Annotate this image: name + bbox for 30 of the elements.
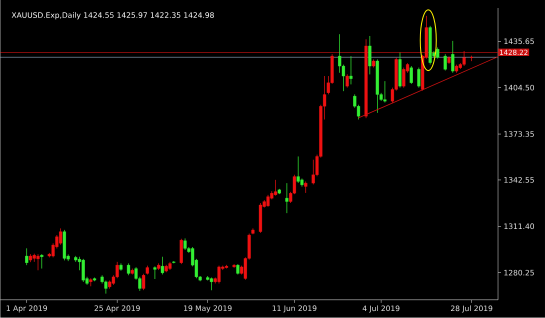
candlestick (126, 263, 130, 276)
candlestick (142, 274, 146, 291)
candlestick (417, 67, 420, 88)
candlestick (451, 40, 454, 74)
candlestick (349, 56, 353, 85)
candlestick (444, 54, 447, 71)
candlestick (59, 228, 62, 246)
candlestick (410, 66, 413, 84)
candlestick (183, 238, 187, 250)
candlestick (82, 258, 85, 282)
candlestick (217, 265, 221, 284)
candlestick (153, 266, 156, 280)
candlestick (160, 256, 164, 275)
candlestick (383, 80, 386, 103)
candlestick (304, 181, 308, 194)
candlestick (236, 264, 240, 275)
candlestick (25, 248, 28, 266)
candlestick (274, 180, 278, 196)
candlestick (210, 277, 214, 291)
candlestick (285, 182, 288, 214)
candlestick (346, 74, 349, 88)
candlestick (368, 36, 372, 75)
candlestick (266, 194, 270, 208)
candlestick (296, 156, 300, 184)
candlestick (36, 254, 40, 271)
candlestick (402, 67, 406, 88)
candlestick (436, 47, 440, 60)
candlestick (462, 50, 466, 67)
candlestick (180, 238, 183, 265)
candlestick (40, 254, 44, 269)
